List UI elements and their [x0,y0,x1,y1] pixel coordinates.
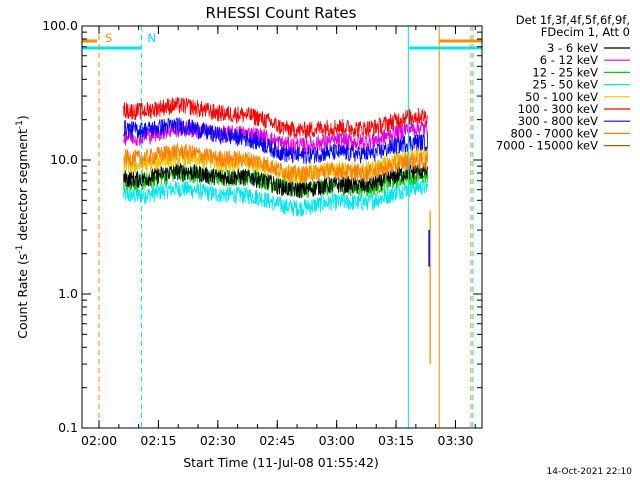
y-axis-label-part: detector segment [15,129,30,245]
series-line [123,179,428,217]
legend-entry-label: 12 - 25 keV [532,65,598,79]
annotation-label: S [105,31,112,45]
y-axis-label-part: ) [15,115,30,120]
y-axis-label: Count Rate (s-1 detector segment-1) [15,115,30,339]
series-line [123,117,428,165]
y-axis-label-part: Count Rate (s [15,254,30,339]
annotation-label: N [147,31,156,45]
y-tick-label: 100.0 [42,18,78,33]
series-line [123,119,428,155]
x-tick-label: 03:00 [319,433,355,448]
x-tick-label: 02:45 [259,433,295,448]
series-layer [123,97,431,365]
x-tick-label: 02:00 [81,433,117,448]
x-tick-label: 03:30 [437,433,473,448]
footer-date: 14-Oct-2021 22:10 [547,467,633,477]
series-line [123,162,428,199]
legend-header-line: FDecim 1, Att 0 [541,25,630,39]
y-axis-label-sup: -1 [15,120,25,129]
legend-entry-label: 3 - 6 keV [547,41,598,55]
x-axis-label: Start Time (11-Jul-08 01:55:42) [183,455,379,470]
y-tick-label: 0.1 [58,420,78,435]
x-tick-label: 03:15 [378,433,414,448]
legend-entry-label: 800 - 7000 keV [510,126,598,140]
legend-entry-label: 100 - 300 keV [518,102,598,116]
plot-frame [81,25,483,429]
legend: Det 1f,3f,4f,5f,6f,9f, FDecim 1, Att 0 3… [496,13,630,153]
legend-entry-label: 300 - 800 keV [518,114,598,128]
legend-header-line: Det 1f,3f,4f,5f,6f,9f, [516,13,630,27]
legend-entry-label: 6 - 12 keV [540,53,598,67]
series-line [123,143,428,184]
chart-title: RHESSI Count Rates [206,4,357,22]
x-tick-label: 02:15 [140,433,176,448]
ticks-layer: 0.1 1.0 10.0 100.0 02:00 02:15 02:30 02:45 03:00… [42,18,482,448]
y-axis-label-sup: -1 [15,245,25,254]
x-tick-label: 02:30 [200,433,236,448]
legend-entry-label: 7000 - 15000 keV [496,139,598,153]
series-line [123,97,428,139]
legend-entry-label: 50 - 100 keV [525,90,598,104]
y-tick-label: 1.0 [58,286,78,301]
y-tick-label: 10.0 [50,152,78,167]
legend-entry-label: 25 - 50 keV [532,78,598,92]
